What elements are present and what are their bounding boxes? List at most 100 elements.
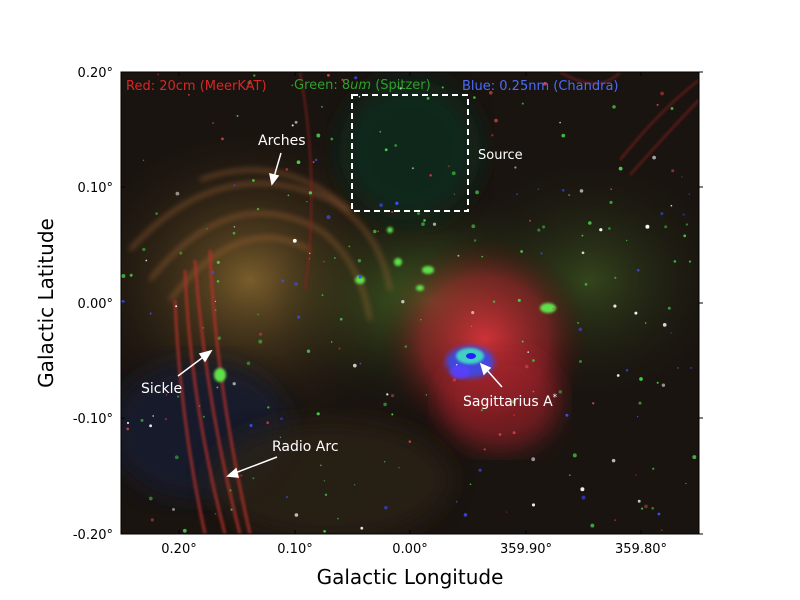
star	[638, 401, 642, 405]
band-red: Red: 20cm (MeerKAT)	[126, 79, 267, 94]
x-tick-label: 0.20°	[161, 542, 196, 557]
star	[221, 137, 224, 141]
star	[525, 364, 529, 369]
star	[613, 304, 617, 308]
star	[644, 322, 647, 324]
star	[354, 76, 358, 80]
star	[521, 102, 524, 105]
star	[662, 323, 667, 327]
star	[531, 457, 536, 462]
star	[256, 207, 260, 211]
star	[692, 455, 697, 460]
star	[391, 210, 394, 214]
star	[552, 307, 555, 310]
star	[398, 467, 400, 469]
star	[670, 204, 673, 207]
star	[671, 169, 675, 173]
star	[681, 176, 683, 178]
star	[559, 121, 561, 124]
star	[660, 212, 664, 216]
star	[426, 97, 430, 100]
star	[150, 518, 154, 522]
star	[527, 351, 530, 353]
x-tick-label: 359.90°	[500, 542, 552, 557]
star	[531, 359, 535, 362]
star	[379, 130, 382, 133]
y-tick-label: 0.10°	[78, 181, 113, 196]
star	[360, 526, 364, 530]
sgr-a-label: Sagittarius A*	[463, 393, 558, 410]
star	[542, 225, 546, 229]
star	[252, 477, 255, 480]
star	[140, 418, 144, 422]
star	[456, 364, 458, 366]
star	[211, 270, 215, 274]
star	[408, 440, 412, 443]
star	[383, 402, 387, 407]
star	[306, 349, 311, 353]
star	[175, 305, 178, 308]
star	[212, 122, 215, 125]
star	[155, 212, 158, 215]
star	[636, 268, 640, 272]
star	[577, 321, 580, 324]
star	[176, 395, 180, 398]
star	[644, 504, 648, 509]
sgr-a-arrow	[485, 368, 503, 388]
star	[483, 448, 486, 451]
star	[246, 361, 251, 365]
x-tick-label: 0.00°	[392, 542, 427, 557]
star	[352, 363, 357, 368]
star	[129, 273, 133, 277]
star	[637, 499, 641, 503]
star	[635, 474, 637, 476]
star	[399, 87, 402, 90]
star	[517, 298, 521, 302]
star	[285, 496, 288, 499]
star	[471, 224, 476, 229]
star	[397, 85, 400, 88]
star	[516, 193, 519, 196]
star	[126, 421, 130, 425]
star	[358, 95, 361, 98]
star	[568, 194, 571, 197]
y-axis-title: Galactic Latitude	[34, 218, 58, 388]
galactic-center-image	[121, 72, 699, 534]
star	[216, 386, 219, 389]
star	[640, 507, 644, 510]
star	[331, 341, 333, 343]
star	[457, 254, 460, 257]
star	[323, 260, 325, 263]
y-tick-label: 0.00°	[78, 297, 113, 312]
star	[142, 159, 145, 162]
star	[584, 283, 588, 286]
star	[326, 73, 330, 77]
star	[626, 239, 628, 242]
star	[357, 259, 362, 263]
sgr-a-name: Sagittarius A	[463, 394, 553, 410]
star	[314, 158, 318, 162]
star	[348, 245, 351, 248]
star	[308, 258, 311, 260]
star	[447, 165, 450, 168]
star	[206, 228, 208, 230]
star	[334, 257, 336, 259]
star	[453, 193, 456, 195]
x-axis-title: Galactic Longitude	[317, 565, 504, 589]
star	[572, 453, 577, 458]
band-green-prefix: Green: 8	[294, 78, 350, 93]
star	[359, 362, 362, 365]
star	[323, 529, 326, 533]
star	[330, 137, 334, 141]
x-tick-label: 359.80°	[615, 542, 667, 557]
star	[198, 405, 201, 407]
star	[308, 191, 313, 195]
star	[232, 382, 236, 386]
star	[610, 188, 613, 191]
star	[316, 133, 321, 138]
star	[316, 412, 320, 416]
star	[215, 309, 217, 311]
star	[521, 340, 524, 343]
star	[432, 222, 437, 226]
star	[312, 161, 315, 164]
